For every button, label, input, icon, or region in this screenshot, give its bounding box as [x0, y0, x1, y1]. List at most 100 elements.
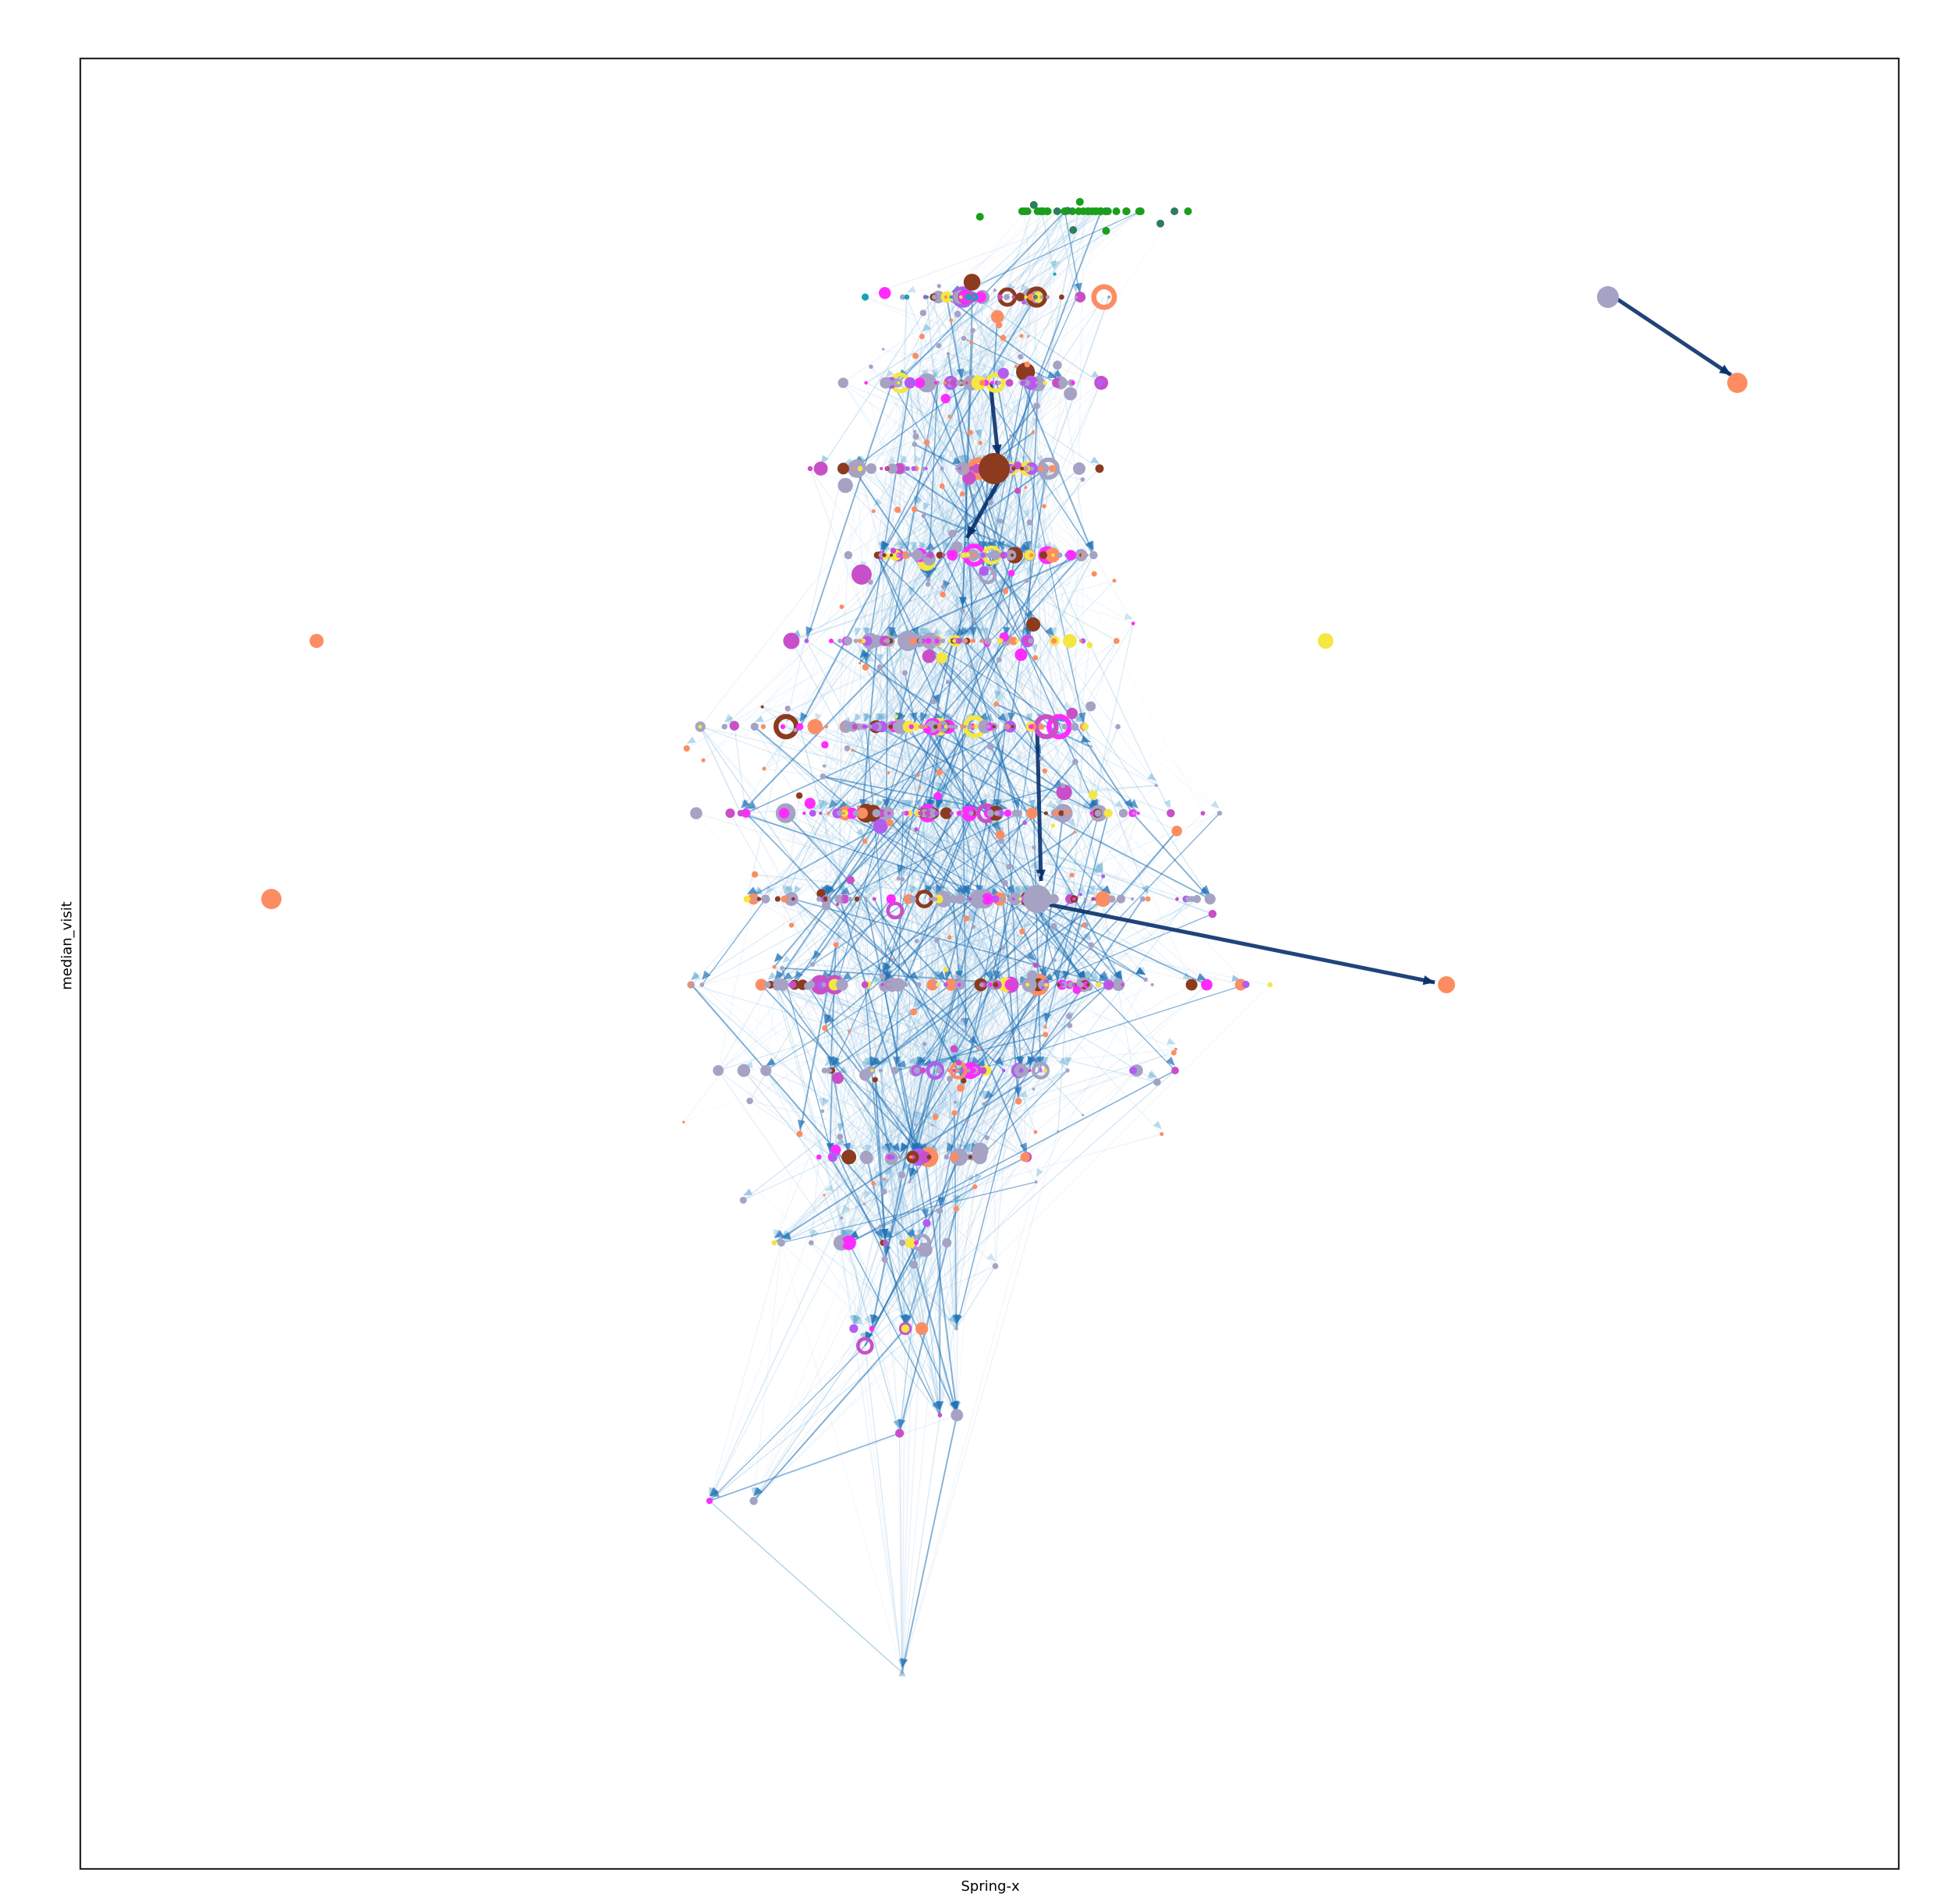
edge [880, 964, 1036, 1227]
edge [1090, 944, 1176, 1071]
edge [690, 726, 933, 986]
node [878, 552, 884, 558]
node [913, 380, 917, 385]
edge [965, 984, 1072, 1122]
node [967, 430, 973, 436]
edge-arrowhead [823, 1013, 831, 1024]
edge [929, 758, 1042, 814]
node [1208, 909, 1217, 918]
edge-arrowhead [983, 1090, 993, 1099]
edge-arrowhead [919, 774, 928, 784]
node [964, 1120, 968, 1123]
node [1018, 897, 1022, 901]
node [970, 327, 976, 334]
node [984, 1135, 990, 1141]
edge [792, 898, 885, 987]
node [1034, 1180, 1038, 1184]
node [955, 380, 962, 386]
node [1153, 1078, 1161, 1086]
node [873, 819, 888, 834]
edge [921, 211, 1058, 338]
edge [926, 296, 1011, 437]
node [950, 724, 954, 729]
edge [875, 468, 963, 727]
node [960, 1017, 964, 1021]
node [926, 577, 931, 582]
node [926, 979, 939, 991]
edge-arrowhead [709, 1487, 719, 1496]
edge [946, 812, 1021, 900]
node [947, 414, 952, 419]
node [876, 664, 883, 671]
edge [861, 336, 922, 575]
edge-arrowhead [936, 798, 944, 809]
node [1071, 380, 1075, 385]
edge [931, 812, 1004, 948]
edge [859, 382, 1058, 664]
edge-arrowhead [820, 455, 829, 464]
node [1001, 745, 1004, 748]
node [944, 1154, 950, 1160]
node [937, 1208, 944, 1215]
node [780, 724, 786, 730]
edge [971, 640, 994, 727]
edge [1039, 984, 1060, 1071]
edge [1009, 468, 1047, 727]
node [1112, 978, 1125, 992]
edge [919, 726, 1099, 814]
edge [1025, 898, 1075, 1158]
node [809, 961, 816, 967]
edge [880, 812, 966, 900]
edge [983, 984, 1036, 1133]
node [1096, 379, 1104, 387]
edge-arrowhead [872, 1056, 882, 1066]
node [918, 851, 922, 855]
node [802, 811, 806, 816]
edge [983, 984, 990, 1071]
node [943, 967, 949, 972]
node [937, 284, 941, 288]
node [996, 321, 1003, 329]
edge [810, 1156, 820, 1244]
edge [865, 211, 1101, 298]
node [828, 1068, 833, 1073]
node [846, 876, 855, 884]
edge [1032, 211, 1101, 298]
edge-arrowhead [1031, 644, 1038, 653]
edge [915, 289, 996, 384]
edge [933, 726, 1133, 814]
node [1019, 928, 1025, 935]
edge [964, 554, 975, 642]
node [1067, 1022, 1073, 1028]
edge [856, 468, 867, 642]
edge [818, 898, 920, 986]
node [919, 1067, 926, 1074]
edge-arrowhead [876, 653, 884, 663]
node [840, 724, 844, 729]
node [955, 1068, 959, 1073]
node [1241, 980, 1250, 989]
node [853, 639, 859, 643]
edge [1040, 229, 1074, 298]
edge [888, 640, 891, 727]
node [880, 982, 884, 987]
edge [1035, 984, 1207, 1133]
edge [900, 1070, 936, 1158]
node [967, 724, 972, 730]
node [1072, 897, 1076, 901]
node [947, 935, 952, 940]
edge [843, 382, 958, 469]
edge [876, 296, 981, 642]
edge-arrowhead [885, 369, 894, 378]
node [755, 979, 768, 991]
node [739, 1196, 747, 1204]
edge-arrowhead [954, 480, 963, 490]
edge-arrowhead [740, 799, 750, 809]
edge [839, 898, 1037, 1183]
edge [946, 296, 1011, 556]
edge [701, 898, 767, 986]
node [837, 896, 843, 902]
node [972, 617, 977, 622]
node [835, 902, 840, 906]
node [1041, 986, 1045, 989]
